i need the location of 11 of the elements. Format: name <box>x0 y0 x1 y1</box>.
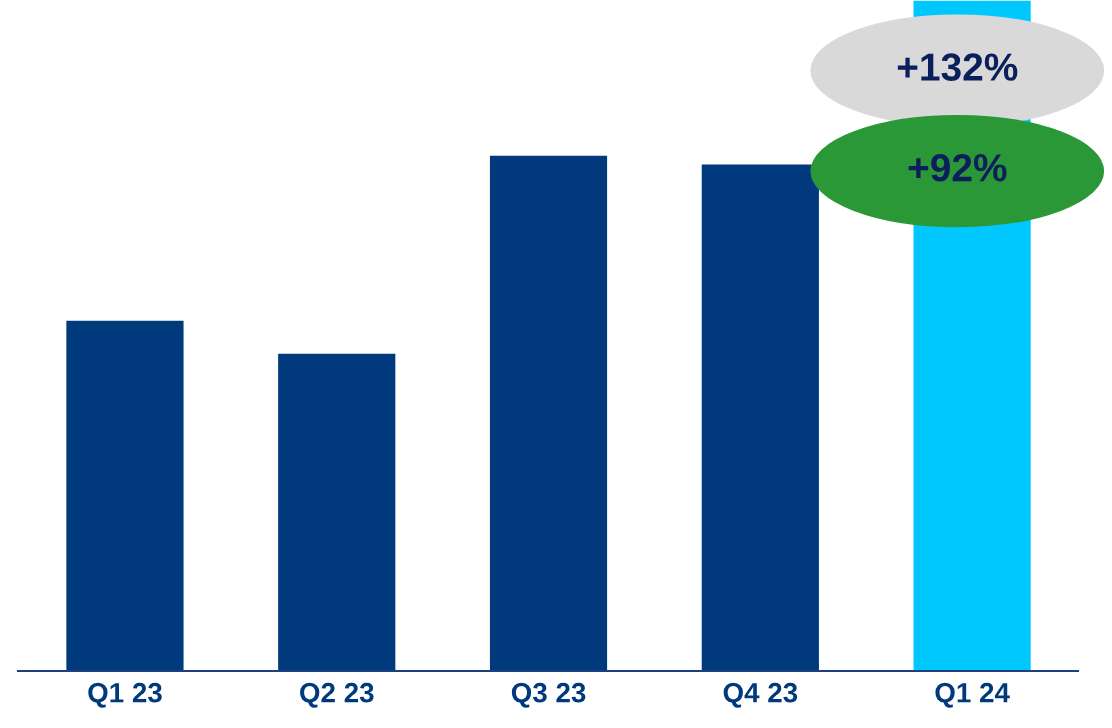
bar <box>276 352 397 671</box>
x-tick-label: Q1 23 <box>88 682 162 708</box>
bar <box>700 163 821 671</box>
bar <box>64 319 185 671</box>
x-tick-label: Q2 23 <box>300 682 374 708</box>
x-tick-label: Q3 23 <box>511 682 586 708</box>
x-tick-label: Q4 23 <box>723 682 798 708</box>
x-tick-label: Q1 24 <box>935 682 1010 708</box>
bar <box>488 154 609 671</box>
annotation: +132% <box>897 53 1018 81</box>
annotation: +92% <box>908 154 1007 182</box>
